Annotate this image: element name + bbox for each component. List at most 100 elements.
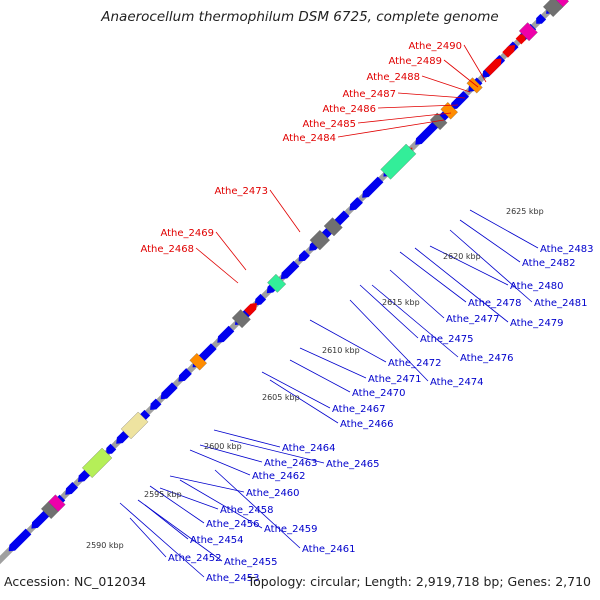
gene-feature [8,528,32,552]
gene-feature [543,0,564,17]
leader-line [159,487,219,510]
leader-line [213,429,281,448]
leader-line [169,475,245,493]
map-title: Anaerocellum thermophilum DSM 6725, comp… [101,9,499,25]
gene-label-reverse: Athe_2472 [388,358,442,369]
leader-line [199,444,263,463]
gene-feature [267,273,287,293]
gene-label-reverse: Athe_2461 [302,544,356,555]
leader-line [137,499,223,562]
leader-line [357,112,452,124]
leader-line [179,479,263,529]
gene-label-reverse: Athe_2463 [264,458,318,469]
gene-feature [484,58,502,76]
accession-label: Accession: NC_012034 [4,574,147,589]
gene-label-reverse: Athe_2455 [224,557,278,568]
scale-label: 2605 kbp [262,393,300,402]
gene-feature [231,309,251,329]
leader-line [429,245,509,286]
gene-label-reverse: Athe_2470 [352,388,406,399]
gene-label-reverse: Athe_2471 [368,374,422,385]
gene-feature [120,411,149,440]
leader-line [269,189,301,233]
leader-line [269,379,339,424]
label-leader-lines [119,44,539,578]
gene-label-reverse: Athe_2483 [540,244,594,255]
gene-label-reverse: Athe_2478 [468,298,522,309]
leader-line [421,75,471,93]
gene-feature [178,368,192,382]
gene-label-reverse: Athe_2465 [326,459,380,470]
gene-feature [309,230,330,251]
scale-label: 2620 kbp [443,252,481,261]
gene-label-reverse: Athe_2482 [522,258,576,269]
gene-label-reverse: Athe_2467 [332,404,386,415]
gene-feature [189,353,207,371]
gene-feature [536,13,547,24]
leader-line [377,104,459,109]
leader-line [289,359,351,393]
leader-line [349,299,429,382]
gene-label-reverse: Athe_2476 [460,353,514,364]
gene-feature [65,481,79,495]
gene-feature [515,34,526,45]
leader-line [371,284,459,358]
leader-line [414,247,509,323]
gene-label-reverse: Athe_2453 [206,573,260,584]
gene-label-reverse: Athe_2481 [534,298,588,309]
gene-label-forward: Athe_2487 [342,89,396,100]
gene-label-reverse: Athe_2477 [446,314,500,325]
leader-line [337,119,445,138]
gene-feature [429,112,448,131]
scale-label: 2625 kbp [506,207,544,216]
gene-feature [160,382,178,400]
leader-line [129,517,167,558]
leader-line [459,219,521,263]
leader-line [214,469,301,549]
gene-feature [323,217,343,237]
gene-label-reverse: Athe_2479 [510,318,564,329]
gene-feature [82,447,113,478]
gene-feature [502,45,515,58]
leader-line [309,319,387,363]
scale-label: 2615 kbp [382,298,420,307]
gene-label-forward: Athe_2484 [282,133,336,144]
leader-line [119,502,205,578]
gene-feature [217,325,235,343]
gene-label-reverse: Athe_2452 [168,553,222,564]
gene-feature [380,143,417,180]
gene-label-reverse: Athe_2466 [340,419,394,430]
leader-line [229,439,325,464]
gene-label-reverse: Athe_2459 [264,524,318,535]
gene-label-forward: Athe_2469 [160,228,214,239]
leader-line [215,231,247,271]
gene-label-forward: Athe_2468 [140,244,194,255]
gene-label-reverse: Athe_2460 [246,488,300,499]
gene-label-reverse: Athe_2480 [510,281,564,292]
gene-feature [280,260,300,280]
gene-label-forward: Athe_2473 [214,186,268,197]
leader-line [443,59,479,88]
gene-feature [106,443,117,454]
scale-label: 2595 kbp [144,490,182,499]
gene-label-forward: Athe_2488 [366,72,420,83]
gene-label-forward: Athe_2485 [302,119,356,130]
leader-line [149,485,205,524]
gene-label-reverse: Athe_2462 [252,471,306,482]
gene-label-reverse: Athe_2458 [220,505,274,516]
gene-feature [518,22,538,42]
gene-label-reverse: Athe_2456 [206,519,260,530]
gene-label-reverse: Athe_2475 [420,334,474,345]
leader-line [359,284,419,339]
leader-line [189,449,251,476]
gene-label-reverse: Athe_2474 [430,377,484,388]
leader-line [397,92,466,99]
leader-line [299,347,367,379]
leader-line [195,247,239,284]
gene-label-forward: Athe_2489 [388,56,442,67]
gene-labels: Athe_2468 Athe_2469 Athe_2473 Athe_2484 Athe… [140,41,593,584]
kbp-scale-labels: 2590 kbp 2595 kbp 2600 kbp 2605 kbp 2610 kbp… [86,207,544,550]
gene-feature [244,303,257,316]
